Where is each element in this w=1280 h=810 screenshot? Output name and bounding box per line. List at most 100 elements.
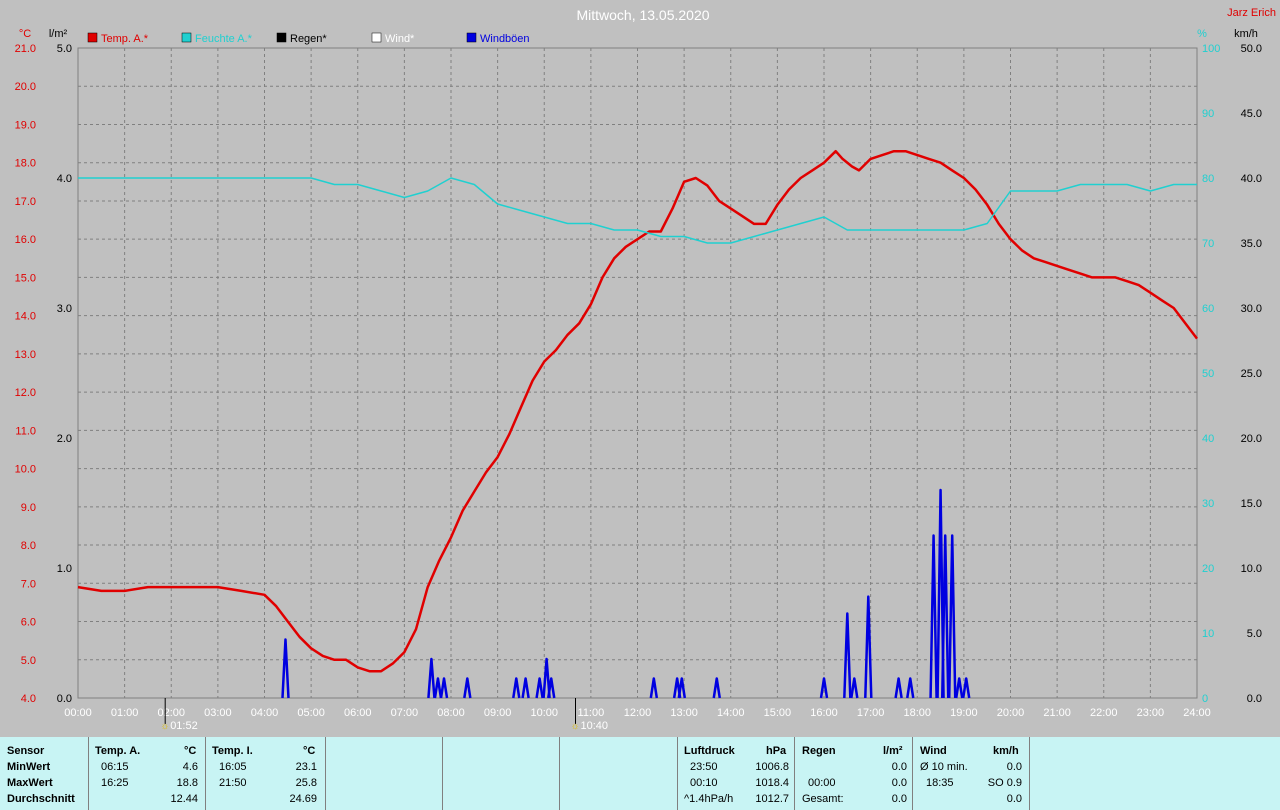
wind-tick-label: 10.0: [1241, 563, 1262, 575]
legend-label: Wind*: [385, 33, 415, 45]
stats-max-label: MaxWert: [7, 777, 53, 789]
humidity-tick-label: 50: [1202, 368, 1214, 380]
wind-tick-label: 30.0: [1241, 303, 1262, 315]
x-tick-label: 16:00: [810, 707, 838, 719]
temperature-line: [77, 149, 1198, 673]
humidity-tick-label: 100: [1202, 43, 1220, 55]
legend-swatch: [276, 32, 287, 43]
stats-pressure-header: Luftdruck: [684, 745, 735, 757]
stats-tempi-max-time: 21:50: [219, 777, 247, 789]
humidity-tick-label: 90: [1202, 108, 1214, 120]
stats-wind-label-1: Ø 10 min.: [920, 761, 968, 773]
gust-spike: [843, 612, 852, 699]
gust-spike: [712, 677, 721, 699]
x-tick-label: 02:00: [157, 707, 185, 719]
temp-tick-label: 11.0: [15, 425, 36, 437]
temp-tick-label: 20.0: [15, 81, 36, 93]
legend: Temp. A.* Feuchte A.* Regen* Wind* Windböen: [87, 32, 530, 45]
humidity-tick-label: 80: [1202, 173, 1214, 185]
stats-pressure-min-time: 23:50: [690, 761, 718, 773]
stats-tempi-min-val: 23.1: [295, 761, 317, 773]
gust-spike: [894, 677, 903, 699]
stats-sensor-header: Sensor: [7, 745, 45, 757]
temp-tick-label: 21.0: [15, 43, 36, 55]
x-tick-label: 06:00: [344, 707, 372, 719]
sun-marker-label: 01:52: [170, 720, 198, 732]
gust-spike: [547, 677, 556, 699]
sun-marker-icon: ☼: [570, 721, 579, 732]
temp-tick-label: 6.0: [21, 617, 36, 629]
stats-tempi-unit: °C: [303, 745, 316, 757]
x-tick-label: 19:00: [950, 707, 978, 719]
x-tick-label: 12:00: [624, 707, 652, 719]
x-tick-label: 05:00: [297, 707, 325, 719]
stats-avg-label: Durchschnitt: [7, 793, 75, 805]
grid: [77, 47, 1198, 699]
wind-tick-label: 50.0: [1241, 43, 1262, 55]
gust-spike: [433, 677, 443, 699]
gust-spike: [521, 677, 530, 699]
legend-swatch: [87, 32, 98, 43]
wind-tick-label: 0.0: [1247, 693, 1262, 705]
stats-wind-label-2: 18:35: [926, 777, 954, 789]
stats-tempa-max-time: 16:25: [101, 777, 129, 789]
gust-spike: [535, 677, 544, 699]
x-tick-label: 22:00: [1090, 707, 1118, 719]
rain-tick-label: 0.0: [57, 693, 72, 705]
stats-tempi-header: Temp. I.: [212, 745, 253, 757]
stats-tempa-min-time: 06:15: [101, 761, 129, 773]
gust-spike: [281, 638, 290, 699]
temp-tick-label: 13.0: [15, 349, 36, 361]
stats-tempi-min-time: 16:05: [219, 761, 247, 773]
stats-tempa-unit: °C: [184, 745, 197, 757]
stats-wind-val-1: 0.0: [1006, 761, 1022, 773]
x-tick-label: 10:00: [530, 707, 558, 719]
x-tick-label: 20:00: [997, 707, 1025, 719]
humidity-unit-label: %: [1197, 28, 1207, 40]
temp-tick-label: 15.0: [15, 272, 36, 284]
gust-spike: [427, 657, 436, 699]
gust-spike: [940, 534, 950, 699]
temp-tick-label: 17.0: [15, 196, 36, 208]
temp-tick-label: 12.0: [15, 387, 36, 399]
sun-marker-icon: ☼: [160, 721, 169, 732]
temp-tick-label: 18.0: [15, 158, 36, 170]
temp-tick-label: 8.0: [21, 540, 36, 552]
temp-unit-label: °C: [19, 28, 31, 40]
axes: 00:00 01:00 02:00 03:00 04:00 05:00 06:00 07:00…: [15, 43, 1262, 732]
stats-wind-val-3: 0.0: [1006, 793, 1022, 805]
stats-rain-val-1: 0.0: [891, 761, 907, 773]
stats-pressure-avg: 1012.7: [755, 793, 789, 805]
gust-spike: [677, 677, 687, 699]
temp-tick-label: 4.0: [21, 693, 36, 705]
gust-spike: [439, 677, 449, 699]
humidity-tick-label: 70: [1202, 238, 1214, 250]
stats-tempa-avg: 12.44: [170, 793, 198, 805]
wind-unit-label: km/h: [1234, 28, 1258, 40]
x-tick-label: 21:00: [1043, 707, 1071, 719]
temp-tick-label: 7.0: [21, 578, 36, 590]
stats-min-label: MinWert: [7, 761, 51, 773]
temp-tick-label: 5.0: [21, 655, 36, 667]
wind-tick-label: 20.0: [1241, 433, 1262, 445]
stats-tempi-max-val: 25.8: [295, 777, 317, 789]
x-tick-label: 09:00: [484, 707, 512, 719]
weather-chart: Mittwoch, 13.05.2020 Jarz Erich °C l/m² …: [15, 7, 1276, 732]
sun-marker-label: 10:40: [580, 720, 608, 732]
stats-tempa-header: Temp. A.: [95, 745, 141, 757]
humidity-line: [78, 177, 1197, 244]
stats-rain-label-3: Gesamt:: [802, 793, 844, 805]
x-tick-label: 14:00: [717, 707, 745, 719]
temp-tick-label: 14.0: [15, 311, 36, 323]
gust-spike: [929, 534, 938, 699]
stats-pressure-max-time: 00:10: [690, 777, 718, 789]
gust-spike: [961, 677, 971, 699]
gust-spike: [649, 677, 659, 699]
stats-rain-unit: l/m²: [883, 745, 903, 757]
temp-tick-label: 9.0: [21, 502, 36, 514]
legend-label: Feuchte A.*: [195, 33, 253, 45]
x-tick-label: 15:00: [764, 707, 792, 719]
x-tick-label: 11:00: [578, 707, 605, 719]
stats-tempa-max-val: 18.8: [176, 777, 198, 789]
x-tick-label: 07:00: [391, 707, 419, 719]
